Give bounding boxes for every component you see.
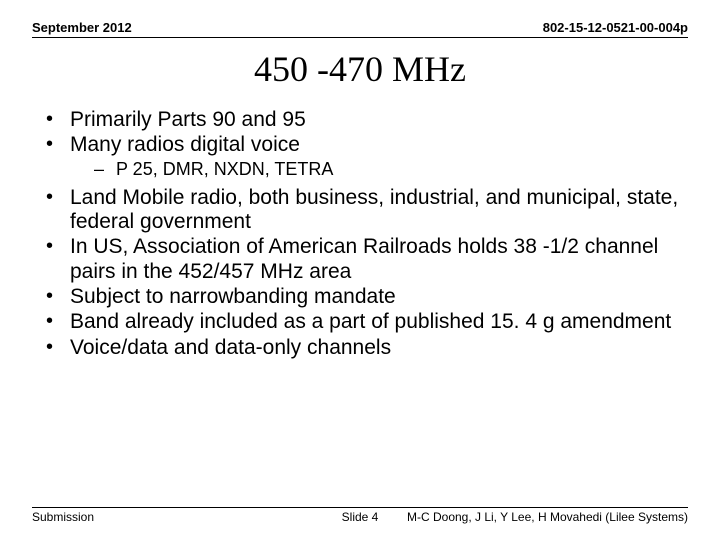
- footer-slide-number: Slide 4: [342, 510, 379, 524]
- footer-left: Submission: [32, 510, 94, 524]
- bullet-item: Primarily Parts 90 and 95: [46, 108, 688, 132]
- bullet-item: Voice/data and data-only channels: [46, 336, 688, 360]
- bullet-item: Band already included as a part of publi…: [46, 310, 688, 334]
- bullet-item: Subject to narrowbanding mandate: [46, 285, 688, 309]
- bullet-text: Many radios digital voice: [70, 133, 300, 156]
- slide-header: September 2012 802-15-12-0521-00-004p: [32, 20, 688, 38]
- bullet-list: Primarily Parts 90 and 95 Many radios di…: [32, 108, 688, 360]
- bullet-item: In US, Association of American Railroads…: [46, 235, 688, 284]
- slide-content: Primarily Parts 90 and 95 Many radios di…: [32, 108, 688, 360]
- footer-authors: M-C Doong, J Li, Y Lee, H Movahedi (Lile…: [407, 510, 688, 524]
- slide-footer: Submission Slide 4 M-C Doong, J Li, Y Le…: [32, 507, 688, 524]
- sub-bullet-list: P 25, DMR, NXDN, TETRA: [70, 159, 688, 180]
- bullet-item: Land Mobile radio, both business, indust…: [46, 186, 688, 235]
- slide-title: 450 -470 MHz: [32, 48, 688, 90]
- header-docnum: 802-15-12-0521-00-004p: [543, 20, 688, 35]
- sub-bullet-item: P 25, DMR, NXDN, TETRA: [94, 159, 688, 180]
- header-date: September 2012: [32, 20, 132, 35]
- bullet-item: Many radios digital voice P 25, DMR, NXD…: [46, 133, 688, 179]
